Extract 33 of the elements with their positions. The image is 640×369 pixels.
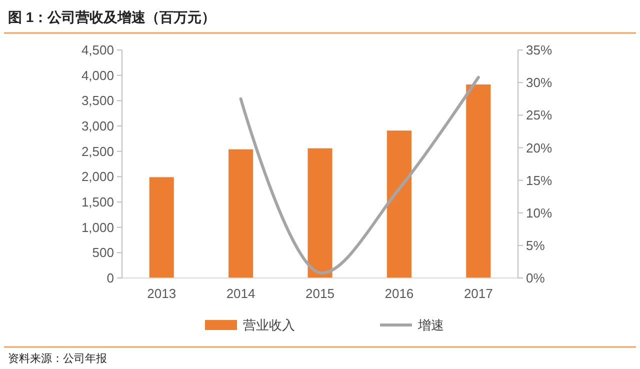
bar [149, 177, 174, 278]
text: 资料来源：公司年报 [8, 352, 107, 365]
x-tick-label: 2016 [384, 286, 414, 301]
bar [228, 149, 254, 278]
y-tick-label: 4,500 [81, 42, 114, 58]
y2-tick-label: 15% [526, 172, 552, 188]
y2-tick-label: 5% [526, 238, 546, 253]
y2-tick-label: 30% [526, 75, 552, 90]
chart-title: 图 1：公司营收及增速（百万元） [8, 9, 216, 25]
y-tick-label: 3,500 [81, 93, 114, 108]
y-tick-label: 1,500 [81, 194, 114, 210]
y-tick-label: 0 [106, 270, 114, 286]
y2-tick-label: 35% [526, 42, 552, 58]
legend-label: 营业收入 [243, 318, 295, 333]
x-tick-label: 2013 [147, 286, 176, 301]
bar [308, 148, 332, 278]
y2-tick-label: 10% [526, 205, 552, 220]
x-tick-label: 2017 [464, 286, 493, 301]
line-series [239, 76, 480, 274]
y-tick-label: 4,000 [81, 68, 114, 83]
y2-tick-label: 25% [526, 108, 552, 123]
x-tick-label: 2014 [226, 286, 256, 301]
y-tick-label: 500 [92, 245, 114, 260]
y-tick-label: 2,000 [81, 169, 114, 184]
y2-tick-label: 20% [526, 140, 552, 156]
y-tick-label: 2,500 [81, 144, 114, 159]
bar [466, 84, 491, 278]
x-tick-label: 2015 [306, 286, 334, 301]
y-tick-label: 1,000 [81, 220, 114, 235]
bar [386, 130, 412, 278]
y2-tick-label: 0% [526, 270, 546, 286]
legend-label: 增速 [417, 318, 444, 333]
y-tick-label: 3,000 [81, 118, 114, 134]
